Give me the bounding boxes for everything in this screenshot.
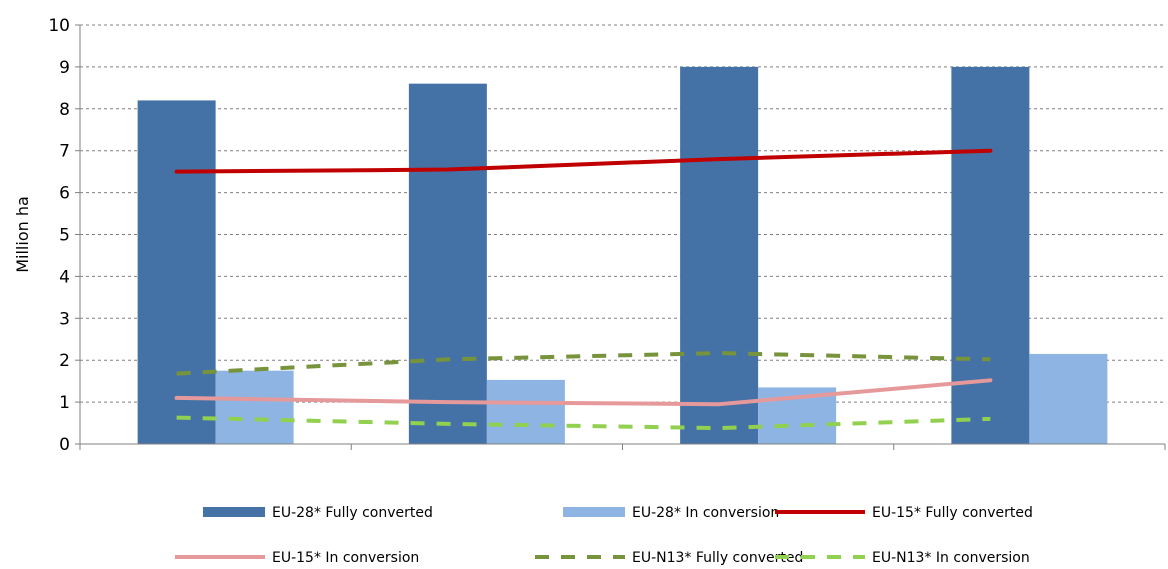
legend-item: EU-15* In conversion: [175, 550, 419, 566]
legend-label: EU-28* Fully converted: [272, 505, 433, 521]
legend-item: EU-15* Fully converted: [775, 505, 1033, 521]
series-lines: [174, 148, 993, 431]
legend-item: EU-N13* Fully converted: [535, 550, 803, 566]
legend-item: EU-28* Fully converted: [203, 505, 433, 521]
legend-item: EU-N13* In conversion: [775, 550, 1030, 566]
bar: [951, 66, 1030, 445]
axes: [75, 24, 1166, 450]
series-line: [176, 351, 991, 376]
y-tick-label: 7: [59, 142, 70, 162]
y-tick-label: 10: [48, 16, 70, 36]
y-tick-label: 5: [59, 226, 70, 246]
y-tick-label: 2: [59, 351, 70, 371]
series-line: [174, 148, 993, 174]
legend-label: EU-15* In conversion: [272, 550, 419, 566]
bars: [137, 66, 1108, 445]
bar: [1029, 353, 1108, 444]
y-tick-label: 9: [59, 58, 70, 78]
bar: [486, 379, 565, 444]
legend-swatch: [203, 507, 265, 517]
gridlines: [80, 24, 1165, 403]
y-tick-label: 4: [59, 267, 70, 287]
series-line: [176, 415, 991, 431]
legend: EU-28* Fully converted EU-28* In conversi…: [175, 505, 1033, 566]
y-axis-label: Million ha: [13, 196, 32, 273]
bar: [137, 100, 216, 445]
y-tick-label: 6: [59, 184, 70, 204]
legend-label: EU-N13* In conversion: [872, 550, 1030, 566]
y-tick-label: 3: [59, 309, 70, 329]
series-line: [174, 378, 993, 407]
legend-swatch: [563, 507, 625, 517]
bar: [408, 83, 487, 444]
y-tick-label: 1: [59, 393, 70, 413]
y-tick-labels: 0 1 2 3 4 5 6 7 8 9 10: [48, 16, 70, 455]
legend-label: EU-28* In conversion: [632, 505, 779, 521]
bar: [680, 66, 759, 445]
legend-label: EU-N13* Fully converted: [632, 550, 803, 566]
legend-item: EU-28* In conversion: [563, 505, 779, 521]
y-tick-label: 8: [59, 100, 70, 120]
bar: [215, 370, 294, 444]
y-tick-label: 0: [59, 435, 70, 455]
legend-label: EU-15* Fully converted: [872, 505, 1033, 521]
